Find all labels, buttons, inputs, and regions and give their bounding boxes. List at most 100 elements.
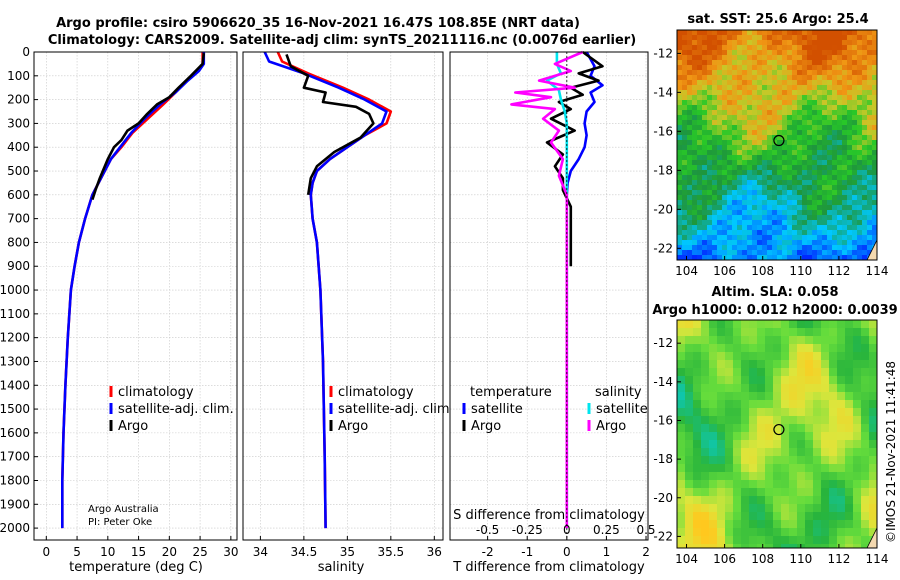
heatmap-cell xyxy=(872,125,877,131)
heatmap-cell xyxy=(712,235,718,241)
heatmap-cell xyxy=(717,368,726,377)
heatmap-cell xyxy=(857,225,863,231)
heatmap-cell xyxy=(707,180,713,186)
heatmap-cell xyxy=(712,190,718,196)
heatmap-cell xyxy=(707,160,713,166)
heatmap-cell xyxy=(782,230,788,236)
heatmap-cell xyxy=(789,360,798,369)
heatmap-cell xyxy=(767,240,773,246)
heatmap-cell xyxy=(707,80,713,86)
heatmap-cell xyxy=(701,416,710,425)
heatmap-cell xyxy=(842,65,848,71)
legend-t-satellite-label: satellite xyxy=(471,402,523,417)
heatmap-cell xyxy=(677,230,683,236)
heatmap-cell xyxy=(773,488,782,497)
heatmap-cell xyxy=(777,170,783,176)
heatmap-cell xyxy=(762,145,768,151)
heatmap-cell xyxy=(737,200,743,206)
heatmap-cell xyxy=(722,115,728,121)
heatmap-cell xyxy=(707,50,713,56)
heatmap-cell xyxy=(677,472,686,481)
heatmap-cell xyxy=(737,90,743,96)
heatmap-cell xyxy=(737,195,743,201)
heatmap-cell xyxy=(749,480,758,489)
heatmap-cell xyxy=(757,120,763,126)
heatmap-cell xyxy=(861,360,870,369)
heatmap-cell xyxy=(741,488,750,497)
heatmap-cell xyxy=(867,160,873,166)
copyright-stamp: ©IMOS 21-Nov-2021 11:41:48 xyxy=(884,361,898,543)
heatmap-cell xyxy=(872,205,877,211)
heatmap-cell xyxy=(709,336,718,345)
heatmap-cell xyxy=(842,85,848,91)
heatmap-cell xyxy=(732,230,738,236)
heatmap-cell xyxy=(765,408,774,417)
heatmap-cell xyxy=(682,45,688,51)
heatmap-cell xyxy=(869,464,877,473)
heatmap-cell xyxy=(685,424,694,433)
heatmap-cell xyxy=(725,472,734,481)
heatmap-cell xyxy=(722,120,728,126)
heatmap-cell xyxy=(712,160,718,166)
heatmap-cell xyxy=(842,245,848,251)
heatmap-cell xyxy=(722,160,728,166)
heatmap-cell xyxy=(722,125,728,131)
heatmap-cell xyxy=(861,344,870,353)
heatmap-cell xyxy=(842,200,848,206)
heatmap-cell xyxy=(862,45,868,51)
heatmap-cell xyxy=(869,384,877,393)
heatmap-cell xyxy=(847,55,853,61)
heatmap-cell xyxy=(707,85,713,91)
heatmap-cell xyxy=(692,215,698,221)
heatmap-cell xyxy=(677,165,683,171)
heatmap-cell xyxy=(867,130,873,136)
heatmap-cell xyxy=(817,220,823,226)
heatmap-cell xyxy=(772,190,778,196)
heatmap-cell xyxy=(852,165,858,171)
heatmap-cell xyxy=(789,416,798,425)
heatmap-cell xyxy=(832,90,838,96)
heatmap-cell xyxy=(741,432,750,441)
heatmap-cell xyxy=(752,245,758,251)
heatmap-cell xyxy=(722,110,728,116)
heatmap-cell xyxy=(712,90,718,96)
heatmap-cell xyxy=(707,210,713,216)
heatmap-cell xyxy=(701,440,710,449)
heatmap-cell xyxy=(812,165,818,171)
heatmap-cell xyxy=(842,215,848,221)
heatmap-cell xyxy=(869,528,877,537)
heatmap-cell xyxy=(787,190,793,196)
heatmap-cell xyxy=(869,424,877,433)
heatmap-cell xyxy=(702,110,708,116)
heatmap-cell xyxy=(862,245,868,251)
heatmap-cell xyxy=(782,80,788,86)
heatmap-cell xyxy=(762,175,768,181)
heatmap-cell xyxy=(732,80,738,86)
heatmap-cell xyxy=(722,190,728,196)
heatmap-cell xyxy=(749,408,758,417)
heatmap-cell xyxy=(701,488,710,497)
heatmap-cell xyxy=(709,448,718,457)
heatmap-cell xyxy=(792,130,798,136)
heatmap-cell xyxy=(765,504,774,513)
heatmap-cell xyxy=(847,120,853,126)
heatmap-cell xyxy=(861,376,870,385)
heatmap-cell xyxy=(732,105,738,111)
heatmap-cell xyxy=(807,120,813,126)
x-tick-label: 35.5 xyxy=(377,545,404,559)
heatmap-cell xyxy=(805,360,814,369)
heatmap-cell xyxy=(837,250,843,256)
heatmap-cell xyxy=(782,90,788,96)
heatmap-cell xyxy=(817,245,823,251)
heatmap-cell xyxy=(687,50,693,56)
heatmap-cell xyxy=(845,416,854,425)
heatmap-cell xyxy=(757,250,763,256)
heatmap-cell xyxy=(781,440,790,449)
heatmap-cell xyxy=(692,145,698,151)
map-y-tick-label: -12 xyxy=(653,46,673,60)
heatmap-cell xyxy=(757,504,766,513)
heatmap-cell xyxy=(737,45,743,51)
y-tick-label: 200 xyxy=(7,93,30,107)
heatmap-cell xyxy=(762,95,768,101)
heatmap-cell xyxy=(757,90,763,96)
